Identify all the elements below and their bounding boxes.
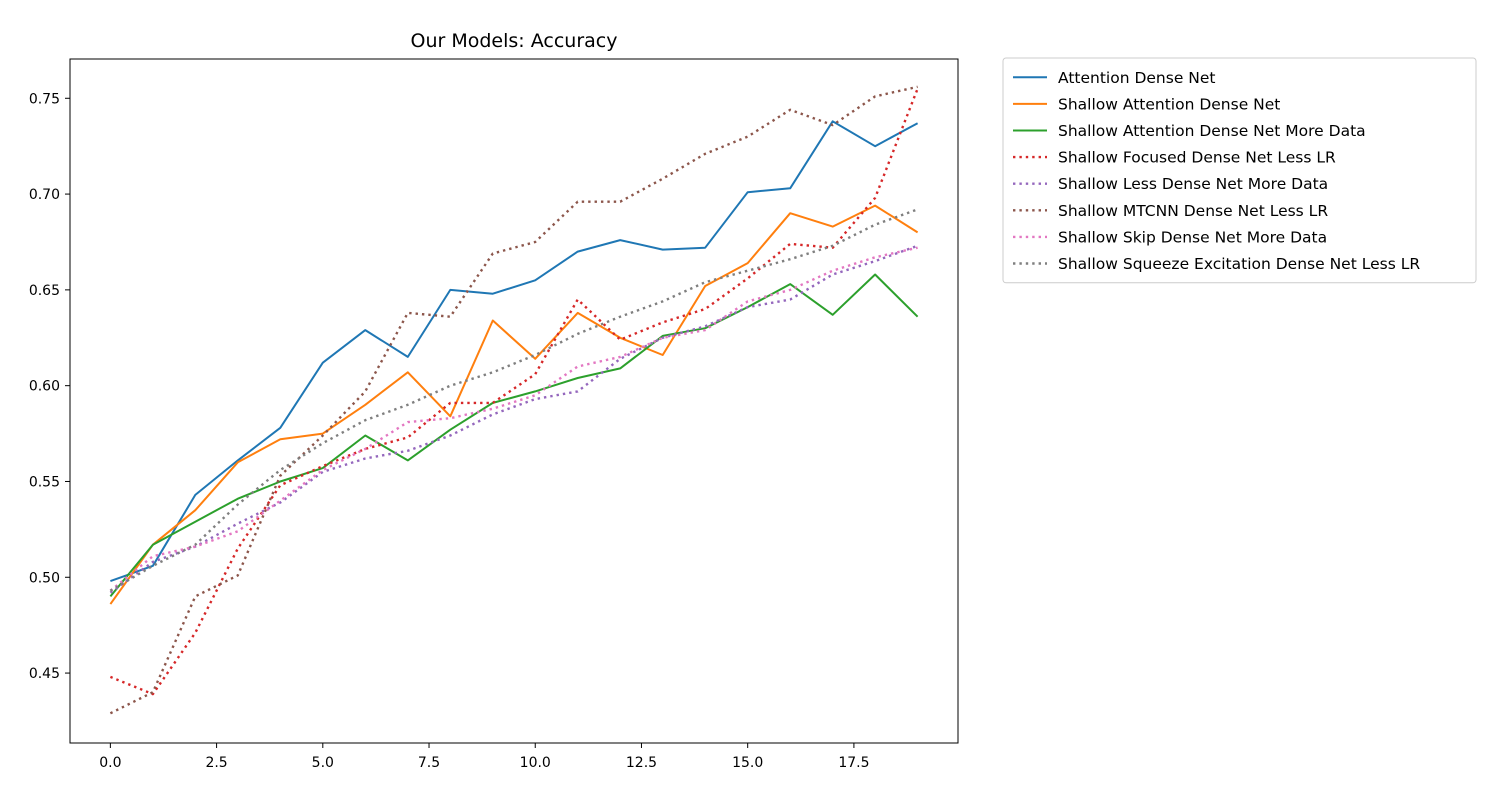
x-tick-label: 7.5 — [418, 755, 440, 771]
legend-label: Attention Dense Net — [1058, 69, 1216, 87]
y-tick-label: 0.65 — [29, 283, 60, 299]
legend-label: Shallow MTCNN Dense Net Less LR — [1058, 202, 1328, 220]
y-tick-label: 0.60 — [29, 379, 60, 395]
axes: 0.0 2.5 5.0 7.5 10.0 12.5 15.0 17.5 0.45 0.50 0.55… — [29, 91, 870, 771]
y-tick-label: 0.50 — [29, 570, 60, 586]
legend-label: Shallow Skip Dense Net More Data — [1058, 228, 1327, 246]
x-tick-label: 0.0 — [99, 755, 121, 771]
y-tick-label: 0.70 — [29, 187, 60, 203]
x-tick-label: 10.0 — [520, 755, 551, 771]
series-line-3 — [109, 273, 919, 598]
legend-label: Shallow Squeeze Excitation Dense Net Les… — [1058, 255, 1420, 273]
series-line-1 — [110, 120, 919, 583]
series-line-2 — [109, 204, 919, 605]
legend-label: Shallow Focused Dense Net Less LR — [1058, 149, 1336, 167]
legend-box — [1002, 57, 1477, 284]
series-line-7 — [109, 246, 918, 592]
chart-title: Our Models: Accuracy — [411, 30, 618, 52]
y-tick-label: 0.75 — [29, 91, 60, 107]
series-line-8 — [109, 208, 919, 592]
series-line-5 — [109, 244, 919, 594]
x-tick-label: 5.0 — [312, 755, 334, 771]
x-tick-label: 2.5 — [205, 755, 227, 771]
series-line-6 — [109, 85, 918, 715]
legend-label: Shallow Attention Dense Net More Data — [1058, 122, 1366, 140]
series-layer — [109, 85, 919, 715]
x-tick-label: 12.5 — [626, 755, 657, 771]
legend-label: Shallow Less Dense Net More Data — [1058, 175, 1328, 193]
x-tick-label: 15.0 — [732, 755, 763, 771]
x-tick-label: 17.5 — [838, 755, 869, 771]
plot-area-frame — [69, 58, 959, 744]
y-tick-label: 0.55 — [29, 474, 60, 490]
legend-label: Shallow Attention Dense Net — [1058, 95, 1280, 113]
y-tick-label: 0.45 — [29, 666, 60, 682]
legend: Attention Dense Net Shallow Attention Den… — [1002, 57, 1477, 284]
